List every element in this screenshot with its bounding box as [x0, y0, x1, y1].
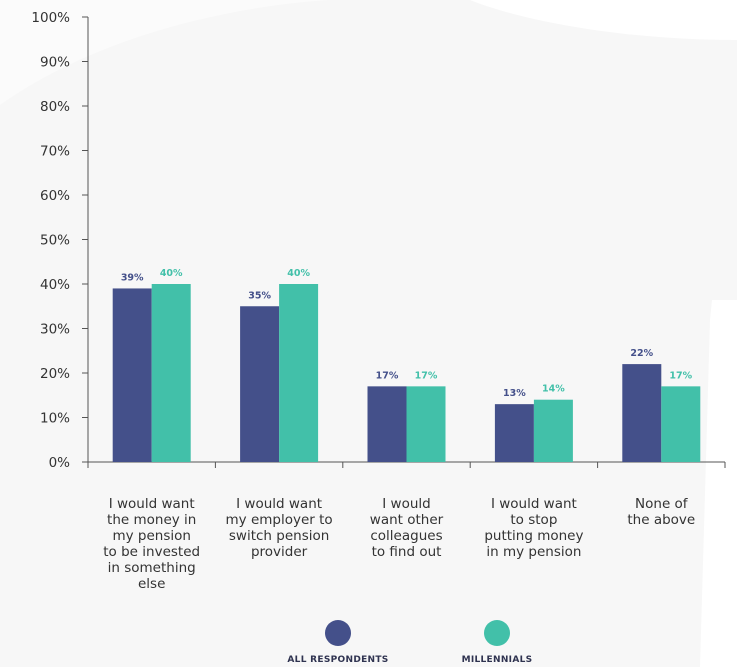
legend-millennials: MILLENNIALS: [437, 620, 557, 665]
bar-millennials: [661, 386, 701, 462]
y-axis: 0% 10% 20% 30% 40% 50% 60% 70% 80% 90% 100%: [31, 10, 89, 471]
y-tick-label: 80%: [40, 99, 70, 115]
y-tick-label: 60%: [40, 188, 70, 204]
y-tick-label: 10%: [40, 411, 70, 427]
x-category-label: None of the above: [627, 496, 696, 528]
bar-millennials: [406, 386, 446, 462]
y-tick-label: 70%: [40, 144, 70, 160]
legend-all-respondents: ALL RESPONDENTS: [278, 620, 398, 665]
y-tick-label: 90%: [40, 55, 70, 71]
y-tick-label: 50%: [40, 233, 70, 249]
bar-millennials: [151, 284, 191, 462]
bar-value-label: 17%: [415, 370, 438, 381]
bar-value-label: 39%: [121, 272, 144, 283]
bar-value-label: 40%: [160, 268, 183, 279]
x-category-label: I would want my employer to switch pensi…: [225, 496, 333, 560]
bar-value-label: 40%: [287, 268, 310, 279]
bar-value-label: 14%: [542, 384, 565, 395]
y-tick-label: 100%: [31, 10, 70, 26]
x-category-label: I would want to stop putting money in my…: [484, 496, 584, 560]
bar-all-respondents: [494, 404, 534, 462]
y-tick-label: 30%: [40, 322, 70, 338]
bar-value-label: 22%: [630, 348, 653, 359]
bar-all-respondents: [240, 306, 280, 462]
y-tick-label: 40%: [40, 277, 70, 293]
legend-swatch-all-respondents: [325, 620, 351, 646]
data-labels: 39% 40% 35% 40% 17% 17% 13% 14% 22% 17%: [121, 268, 693, 399]
bar-value-label: 17%: [376, 370, 399, 381]
bar-series: [112, 284, 701, 462]
bar-all-respondents: [622, 364, 662, 462]
bar-value-label: 35%: [248, 290, 271, 301]
bar-all-respondents: [367, 386, 407, 462]
x-axis: [87, 461, 726, 468]
x-category-label: I would want other colleagues to find ou…: [369, 496, 444, 560]
x-category-label: I would want the money in my pension to …: [103, 496, 201, 592]
bar-value-label: 17%: [669, 370, 692, 381]
bar-all-respondents: [112, 288, 152, 462]
bar-millennials: [279, 284, 319, 462]
y-tick-label: 20%: [40, 366, 70, 382]
legend-swatch-millennials: [484, 620, 510, 646]
bar-value-label: 13%: [503, 388, 526, 399]
bar-millennials: [533, 399, 573, 462]
y-tick-label: 0%: [49, 455, 71, 471]
legend-label-all-respondents: ALL RESPONDENTS: [287, 655, 389, 665]
legend-label-millennials: MILLENNIALS: [461, 655, 533, 665]
